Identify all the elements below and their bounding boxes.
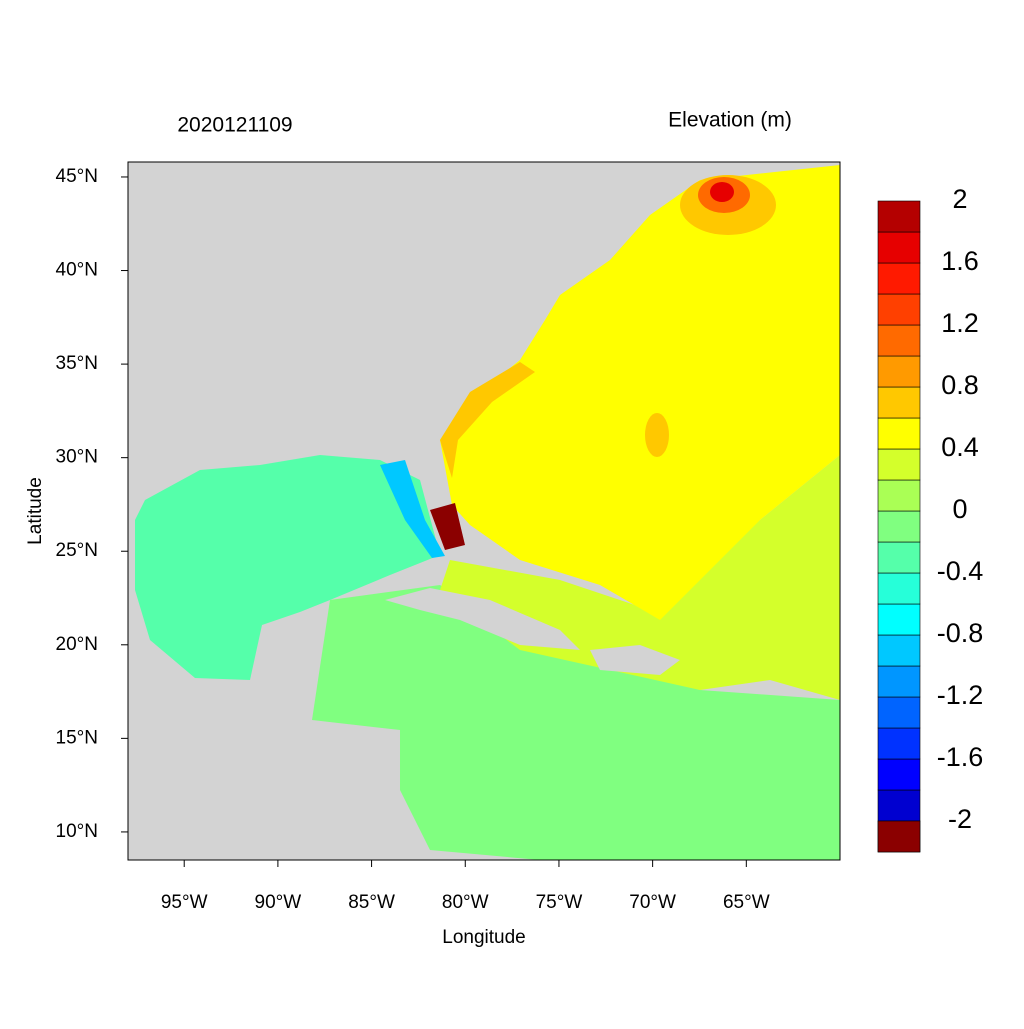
florida-west-shelf bbox=[380, 460, 445, 558]
colorbar-box bbox=[877, 386, 921, 419]
y-tick-label: 25°N bbox=[56, 540, 98, 561]
x-tick-label: 65°W bbox=[723, 892, 770, 913]
colorbar-box bbox=[877, 324, 921, 357]
caribbean-sea bbox=[312, 585, 840, 860]
colorbar-label: 0.4 bbox=[941, 432, 979, 462]
x-tick-label: 95°W bbox=[161, 892, 208, 913]
colorbar-label: -1.6 bbox=[937, 742, 984, 772]
colorbar-box bbox=[877, 231, 921, 264]
colorbar-box bbox=[877, 417, 921, 450]
colorbar-box bbox=[877, 820, 921, 853]
hispaniola bbox=[590, 645, 680, 675]
colorbar-box bbox=[877, 200, 921, 233]
colorbar-label: 1.6 bbox=[941, 246, 979, 276]
y-tick-label: 15°N bbox=[56, 727, 98, 748]
colorbar-box bbox=[877, 634, 921, 667]
colorbar-label: 0 bbox=[952, 494, 967, 524]
offshore-patch bbox=[645, 413, 669, 457]
y-tick-label: 10°N bbox=[56, 821, 98, 842]
x-tick-label: 80°W bbox=[442, 892, 489, 913]
x-tick-label: 90°W bbox=[255, 892, 302, 913]
colorbar-box bbox=[877, 603, 921, 636]
colorbar-box bbox=[877, 727, 921, 760]
colorbar-box bbox=[877, 448, 921, 481]
y-tick-label: 45°N bbox=[56, 166, 98, 187]
map bbox=[127, 161, 841, 861]
y-tick-label: 35°N bbox=[56, 353, 98, 374]
colorbar-box bbox=[877, 572, 921, 605]
y-tick-label: 20°N bbox=[56, 634, 98, 655]
plot-frame bbox=[127, 161, 841, 861]
colorbar-label: -0.4 bbox=[937, 556, 984, 586]
x-tick-label: 85°W bbox=[348, 892, 395, 913]
florida-surge bbox=[430, 503, 465, 550]
title: 2020121109 bbox=[177, 114, 292, 137]
colorbar-label: 2 bbox=[952, 184, 967, 214]
subtitle: Elevation (m) bbox=[668, 109, 792, 132]
colorbar-box bbox=[877, 541, 921, 574]
colorbar-box bbox=[877, 665, 921, 698]
colorbar-box bbox=[877, 696, 921, 729]
x-tick-label: 75°W bbox=[536, 892, 583, 913]
colorbar-box bbox=[877, 789, 921, 822]
atlantic bbox=[440, 165, 840, 620]
colorbar-box bbox=[877, 355, 921, 388]
colorbar-label: 1.2 bbox=[941, 308, 979, 338]
y-axis-label: Latitude bbox=[25, 477, 46, 545]
y-tick-label: 40°N bbox=[56, 260, 98, 281]
colorbar-label: -0.8 bbox=[937, 618, 984, 648]
coastal-surge bbox=[440, 362, 535, 478]
surge-core bbox=[710, 182, 734, 202]
colorbar-box bbox=[877, 262, 921, 295]
x-axis-label: Longitude bbox=[442, 927, 525, 948]
cuba bbox=[385, 588, 580, 650]
colorbar-label: -2 bbox=[948, 804, 972, 834]
colorbar-box bbox=[877, 293, 921, 326]
colorbar-label: 0.8 bbox=[941, 370, 979, 400]
colorbar-label: -1.2 bbox=[937, 680, 984, 710]
y-tick-label: 30°N bbox=[56, 447, 98, 468]
x-tick-label: 70°W bbox=[629, 892, 676, 913]
colorbar-box bbox=[877, 479, 921, 512]
gulf-of-mexico bbox=[135, 455, 440, 680]
colorbar-box bbox=[877, 758, 921, 791]
colorbar-box bbox=[877, 510, 921, 543]
